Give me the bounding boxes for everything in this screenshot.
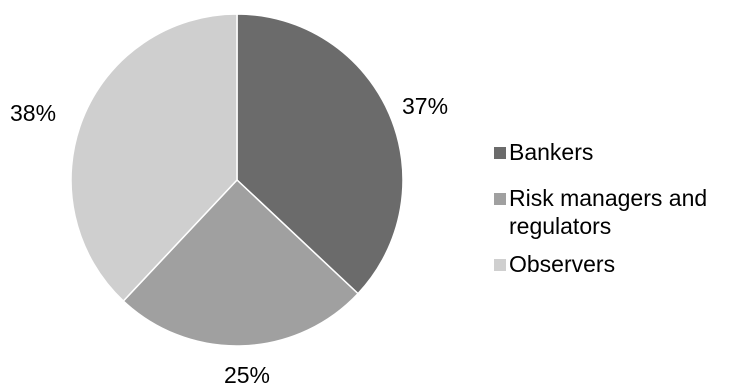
legend-label: Bankers	[509, 139, 594, 165]
pie-slice-observers	[70, 13, 238, 303]
data-label: 37%	[402, 93, 448, 119]
legend-swatch	[494, 259, 506, 271]
pie-slice-risk-managers-and-regulators	[122, 178, 360, 347]
legend-swatch	[494, 193, 506, 205]
legend-label: Observers	[509, 251, 616, 277]
legend-swatch	[494, 147, 506, 159]
legend-item: Risk managers and regulators	[494, 184, 730, 240]
legend-item: Observers	[494, 250, 730, 278]
pie-slice-bankers	[236, 13, 404, 295]
legend: Bankers Risk managers and regulators Obser…	[494, 138, 730, 296]
legend-label: Risk managers and regulators	[509, 185, 708, 239]
data-label: 25%	[224, 362, 270, 384]
data-label: 38%	[10, 100, 56, 126]
legend-item: Bankers	[494, 138, 730, 166]
